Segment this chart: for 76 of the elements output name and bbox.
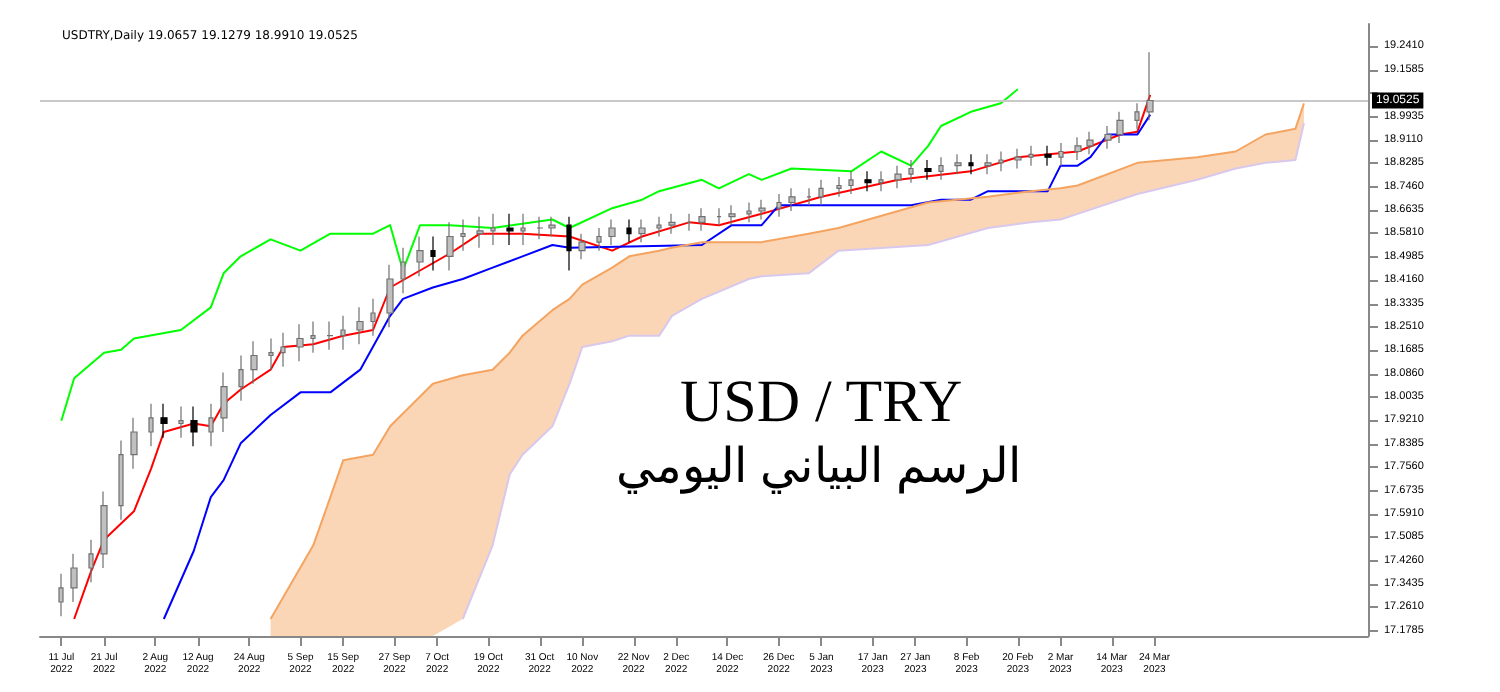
- candlestick: [130, 417, 138, 470]
- annotation: الرسم البياني اليومي: [616, 442, 1022, 494]
- candlestick: [1028, 145, 1034, 167]
- candlestick: [148, 403, 154, 447]
- annotation: USD / TRY: [680, 369, 963, 435]
- candlestick: [1104, 125, 1112, 150]
- candlestick: [806, 187, 812, 206]
- candlestick: [280, 332, 286, 368]
- candlestick: [758, 199, 766, 221]
- candlestick: [954, 153, 962, 175]
- candlestick: [656, 216, 662, 238]
- line-series: [461, 122, 1305, 620]
- candlestick: [878, 170, 884, 192]
- candlestick: [776, 193, 782, 218]
- candlestick: [58, 573, 64, 617]
- candlestick: [238, 354, 244, 402]
- candlestick: [1044, 145, 1052, 167]
- candlestick: [938, 156, 944, 181]
- candlestick: [386, 264, 394, 328]
- candlestick: [818, 179, 824, 206]
- candlestick: [1116, 111, 1124, 144]
- candlestick: [788, 187, 796, 212]
- candlestick: [208, 403, 214, 447]
- candlestick: [160, 403, 168, 439]
- candlestick: [638, 218, 646, 243]
- candlestick: [548, 216, 556, 238]
- candlestick: [118, 439, 124, 521]
- candlestick: [310, 320, 316, 354]
- candlestick: [728, 204, 736, 226]
- candlestick: [566, 216, 572, 272]
- candlestick: [698, 207, 706, 232]
- candlestick: [686, 213, 692, 232]
- candlestick: [864, 170, 872, 192]
- candlestick: [848, 170, 854, 195]
- candlestick: [984, 153, 992, 175]
- candlestick: [626, 218, 632, 243]
- candlestick: [400, 247, 406, 294]
- candlestick: [1074, 136, 1082, 161]
- candlestick: [476, 216, 484, 249]
- candlestick: [370, 298, 376, 337]
- candlestick: [746, 201, 752, 223]
- candlestick: [70, 553, 78, 603]
- candlestick: [520, 213, 526, 246]
- candlestick: [340, 315, 346, 351]
- candlestick: [490, 213, 496, 246]
- candlestick: [460, 218, 466, 252]
- candlestick: [296, 323, 304, 362]
- candlestick: [326, 320, 334, 351]
- candlestick: [836, 176, 842, 198]
- candlestick: [190, 405, 198, 447]
- candlestick: [250, 340, 258, 385]
- candlestick: [894, 165, 902, 189]
- candlestick: [416, 235, 424, 277]
- candlestick: [1086, 131, 1094, 155]
- candlestick: [608, 218, 616, 246]
- candlestick: [716, 207, 722, 226]
- candlestick: [908, 159, 914, 184]
- line-series: [60, 88, 1019, 422]
- candlestick: [446, 221, 454, 272]
- candlestick: [178, 405, 184, 439]
- candlestick: [578, 233, 586, 260]
- candlestick: [100, 490, 108, 569]
- candlestick: [668, 213, 676, 235]
- candlestick: [924, 159, 932, 181]
- candlestick: [1014, 148, 1022, 170]
- candlestick: [1058, 142, 1064, 167]
- candlestick: [88, 539, 94, 583]
- candlestick: [220, 371, 228, 433]
- candlestick: [430, 235, 436, 272]
- candlestick: [536, 216, 544, 240]
- candlestick: [506, 213, 514, 246]
- candlestick: [968, 153, 974, 175]
- candlestick: [998, 150, 1004, 172]
- candlestick: [356, 306, 364, 345]
- candlestick: [596, 227, 602, 252]
- candlestick: [268, 337, 274, 371]
